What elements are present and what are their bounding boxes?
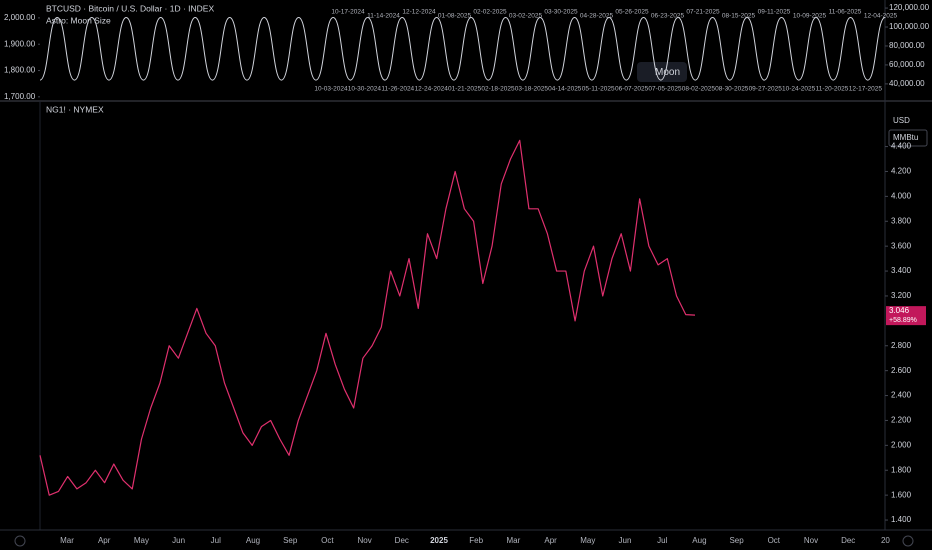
right-tick-label: 120,000.00 [889,3,930,12]
y-tick-label: 4.200 [891,167,912,176]
x-tick-label: Sep [283,536,298,545]
y-tick-label: 4.400 [891,142,912,151]
trough-date-label: 10-24-2025 [782,86,816,93]
last-price-label: 3.046 [889,306,910,315]
trough-date-label: 06-07-2025 [615,86,649,93]
peak-date-label: 10-09-2025 [793,13,827,20]
peak-date-label: 03-30-2025 [544,9,578,16]
last-price-box [886,306,926,326]
x-tick-label: Nov [804,536,818,545]
y-tick-label: 2.800 [891,341,912,350]
peak-date-label: 12-04-2025 [864,13,898,20]
unit-box[interactable] [888,129,928,147]
trough-date-label: 01-21-2025 [448,86,482,93]
y-tick-label: 1.400 [891,515,912,524]
trough-date-label: 12-17-2025 [849,86,883,93]
trough-date-label: 10-03-2024 [314,86,348,93]
left-tick-label: 2,000.00 [4,13,36,22]
x-tick-label: 20 [881,536,890,545]
x-tick-label: May [134,536,149,545]
moon-button[interactable] [637,62,687,82]
trough-date-label: 11-20-2025 [816,86,849,93]
x-tick-label: Oct [321,536,334,545]
peak-date-label: 08-15-2025 [722,13,756,20]
peak-date-label: 06-23-2025 [651,13,685,20]
trough-date-label: 02-18-2025 [481,86,515,93]
top-title: BTCUSD · Bitcoin / U.S. Dollar · 1D · IN… [46,3,214,13]
y-tick-label: 2.200 [891,416,912,425]
trough-date-label: 07-05-2025 [648,86,682,93]
y-tick-label: 4.000 [891,191,912,200]
x-tick-label: May [580,536,595,545]
trough-date-label: 05-11-2025 [582,86,615,93]
x-tick-label: Jun [619,536,632,545]
trough-date-label: 11-26-2024 [381,86,414,93]
y-tick-label: 3.200 [891,291,912,300]
x-tick-label: Dec [841,536,855,545]
y-tick-label: 1.800 [891,465,912,474]
right-tick-label: 100,000.00 [889,22,930,31]
trough-date-label: 08-30-2025 [715,86,749,93]
peak-date-label: 09-11-2025 [758,9,791,16]
y-tick-label: 2.000 [891,440,912,449]
trough-date-label: 08-02-2025 [682,86,716,93]
x-tick-label: Oct [768,536,781,545]
y-tick-label: 3.600 [891,241,912,250]
x-tick-label: 2025 [430,536,448,545]
x-tick-label: Mar [507,536,521,545]
x-tick-label: Aug [692,536,706,545]
right-tick-label: 80,000.00 [889,41,925,50]
y-tick-label: 2.400 [891,391,912,400]
x-tick-label: Sep [729,536,744,545]
x-tick-label: Dec [395,536,409,545]
left-tick-label: 1,900.00 [4,39,36,48]
peak-date-label: 02-02-2025 [473,9,507,16]
peak-date-label: 11-06-2025 [829,9,862,16]
moon-button-label[interactable]: Moon [655,67,680,78]
currency-unit: USD [893,116,910,125]
y-tick-label: 1.600 [891,490,912,499]
y-tick-label: 3.800 [891,216,912,225]
peak-date-label: 01-08-2025 [438,13,472,20]
x-tick-label: Jul [657,536,667,545]
main-title: NG1! · NYMEX [46,104,104,114]
x-tick-label: Apr [544,536,557,545]
x-tick-label: Feb [469,536,483,545]
trough-date-label: 04-14-2025 [548,86,582,93]
measure-unit: MMBtu [893,133,918,142]
peak-date-label: 12-12-2024 [402,9,436,16]
auto-scale-icon[interactable] [902,535,914,547]
x-tick-label: Aug [246,536,260,545]
top-subtitle: Astro: Moon Size [46,15,111,25]
trough-date-label: 10-30-2024 [348,86,382,93]
left-tick-label: 1,800.00 [4,66,36,75]
x-tick-label: Jun [172,536,185,545]
peak-date-label: 11-14-2024 [367,13,400,20]
trough-date-label: 09-27-2025 [749,86,783,93]
x-tick-label: Jul [211,536,221,545]
right-tick-label: 60,000.00 [889,60,925,69]
trough-date-label: 12-24-2024 [415,86,449,93]
y-tick-label: 3.400 [891,266,912,275]
timezone-icon[interactable] [14,535,26,547]
left-tick-label: 1,700.00 [4,92,36,101]
x-tick-label: Mar [60,536,74,545]
right-tick-label: 40,000.00 [889,79,925,88]
peak-date-label: 04-28-2025 [580,13,614,20]
peak-date-label: 05-26-2025 [615,9,649,16]
peak-date-label: 07-21-2025 [686,9,720,16]
trough-date-label: 03-18-2025 [515,86,549,93]
price-line [39,139,696,496]
peak-date-label: 03-02-2025 [509,13,543,20]
change-label: +58.89% [889,317,917,324]
y-tick-label: 2.600 [891,366,912,375]
moon-size-line [39,17,886,81]
x-tick-label: Nov [357,536,371,545]
peak-date-label: 10-17-2024 [331,9,365,16]
x-tick-label: Apr [98,536,111,545]
